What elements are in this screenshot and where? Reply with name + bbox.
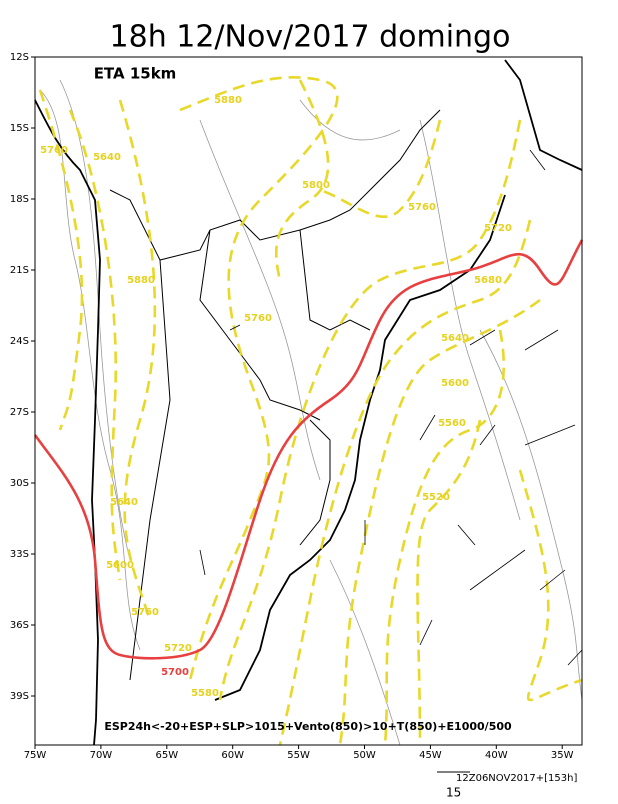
contour-label: 5680 — [474, 275, 502, 286]
contour — [383, 329, 506, 746]
lat-label: 15S — [10, 123, 29, 134]
contour — [68, 109, 122, 581]
lat-label: 21S — [10, 265, 29, 276]
coastline — [34, 99, 101, 746]
contour-label: 5580 — [191, 688, 219, 699]
lat-label: 30S — [10, 478, 29, 489]
contour — [218, 119, 522, 701]
lon-label: 70W — [90, 750, 113, 761]
frame — [34, 56, 583, 746]
contour — [275, 79, 330, 281]
contour-label: 5760 — [131, 607, 159, 618]
plot-area: ETA 15km ESP24h<-20+ESP+SLP>1015+Vento(8… — [33, 56, 584, 746]
contour-label: 5760 — [244, 313, 272, 324]
contour — [278, 219, 532, 746]
contour-label: 5720 — [484, 223, 512, 234]
contour — [416, 419, 482, 746]
contour-label: 5800 — [302, 180, 330, 191]
contour — [338, 298, 541, 746]
lon-label: 75W — [24, 750, 47, 761]
contour — [38, 89, 84, 431]
contour — [319, 119, 442, 218]
contour-label: 5640 — [110, 497, 138, 508]
isoline — [479, 329, 583, 701]
isoline — [199, 119, 321, 481]
footer-label: ESP24h<-20+ESP+SLP>1015+Vento(850)>10+T(… — [104, 720, 512, 733]
lon-label: 60W — [221, 750, 244, 761]
lat-label: 27S — [10, 407, 29, 418]
contour — [179, 76, 339, 681]
contour-label: 5640 — [441, 333, 469, 344]
contour-5700 — [33, 239, 584, 660]
vector-scale: 15 — [446, 786, 461, 800]
contour — [518, 469, 583, 702]
lon-label: 65W — [155, 750, 178, 761]
wind-vectors — [199, 149, 583, 666]
contour-label: 5880 — [214, 95, 242, 106]
lat-label: 33S — [10, 549, 29, 560]
lat-label: 18S — [10, 194, 29, 205]
map-title: 18h 12/Nov/2017 domingo — [110, 20, 511, 55]
lon-label: 45W — [419, 750, 442, 761]
isoline — [59, 79, 131, 561]
isoline — [329, 559, 401, 746]
contour-label: 5760 — [408, 202, 436, 213]
contour-label: 5720 — [164, 643, 192, 654]
contour-label: 5600 — [106, 560, 134, 571]
contour-label: 5760 — [40, 145, 68, 156]
contour-label: 5640 — [93, 152, 121, 163]
contour-label: 5520 — [422, 492, 450, 503]
contour-label: 5600 — [441, 378, 469, 389]
lon-label: 50W — [353, 750, 376, 761]
lat-label: 12S — [10, 52, 29, 63]
lon-label: 40W — [485, 750, 508, 761]
lat-label: 39S — [10, 691, 29, 702]
isoline — [299, 99, 401, 141]
contour-label: 5700 — [161, 667, 189, 678]
lat-label: 36S — [10, 620, 29, 631]
contour — [118, 99, 157, 621]
model-label: ETA 15km — [94, 65, 177, 83]
contour-label: 5560 — [438, 418, 466, 429]
contour-label: 5880 — [127, 275, 155, 286]
lon-label: 35W — [551, 750, 574, 761]
lat-label: 24S — [10, 336, 29, 347]
coastline — [214, 59, 583, 701]
lon-label: 55W — [287, 750, 310, 761]
isoline — [419, 119, 521, 521]
vector-reference: 12Z06NOV2017+[153h] — [456, 773, 577, 784]
